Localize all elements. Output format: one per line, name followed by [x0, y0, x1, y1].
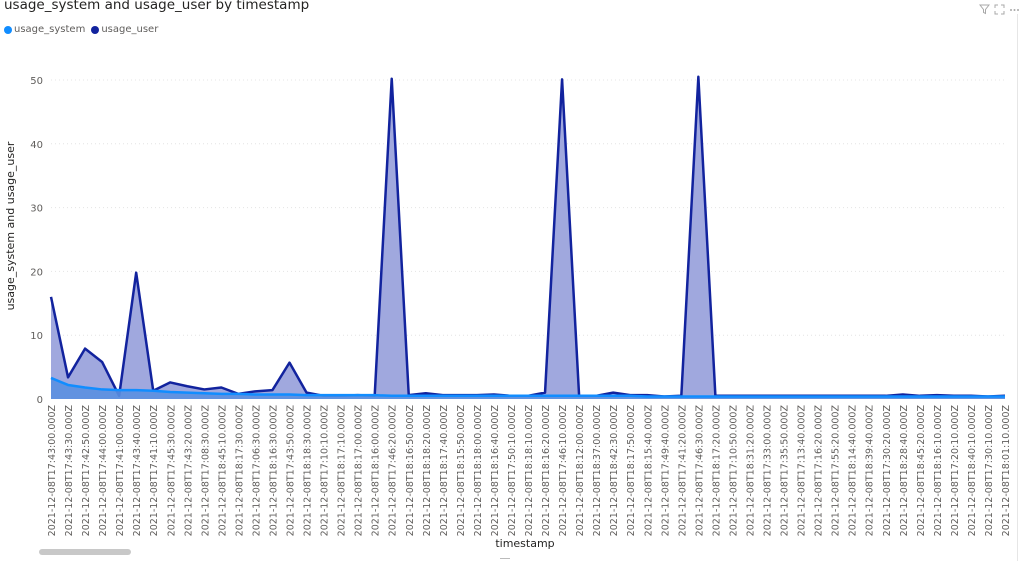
x-tick-label: 2021-12-08T17:43:30.000Z: [64, 405, 75, 537]
horizontal-scrollbar[interactable]: [39, 549, 131, 555]
y-tick-label: 20: [30, 267, 43, 278]
x-tick-label: 2021-12-08T17:43:40.000Z: [132, 405, 143, 537]
x-tick-label: 2021-12-08T17:06:30.000Z: [251, 405, 262, 537]
x-tick-label: 2021-12-08T18:40:10.000Z: [967, 405, 978, 537]
x-tick-label: 2021-12-08T18:45:10.000Z: [217, 405, 228, 537]
x-tick-label: 2021-12-08T18:16:20.000Z: [541, 405, 552, 537]
x-tick-label: 2021-12-08T18:16:30.000Z: [268, 405, 279, 537]
series-line-usage-user: [49, 75, 1006, 398]
filter-icon[interactable]: [978, 0, 991, 15]
x-tick-label: 2021-12-08T17:46:10.000Z: [558, 405, 569, 537]
more-options-icon[interactable]: [1009, 0, 1020, 11]
x-tick-label: 2021-12-08T18:42:30.000Z: [609, 405, 620, 537]
x-tick-label: 2021-12-08T17:13:40.000Z: [797, 405, 808, 537]
x-tick-label: 2021-12-08T17:50:10.000Z: [507, 405, 518, 537]
x-tick-label: 2021-12-08T18:17:40.000Z: [439, 405, 450, 537]
x-tick-label: 2021-12-08T18:12:00.000Z: [575, 405, 586, 537]
x-tick-label: 2021-12-08T18:15:50.000Z: [456, 405, 467, 537]
visual-header: [978, 0, 1020, 15]
x-tick-label: 2021-12-08T17:35:50.000Z: [780, 405, 791, 537]
x-tick-label: 2021-12-08T17:43:20.000Z: [183, 405, 194, 537]
x-tick-label: 2021-12-08T17:10:50.000Z: [728, 405, 739, 537]
x-tick-label: 2021-12-08T17:30:20.000Z: [882, 405, 893, 537]
x-tick-label: 2021-12-08T17:42:50.000Z: [81, 405, 92, 537]
scrollbar-track[interactable]: [37, 548, 1012, 555]
visual-border: [1017, 14, 1018, 561]
x-tick-label: 2021-12-08T17:20:10.000Z: [950, 405, 961, 537]
x-tick-label: 2021-12-08T18:18:00.000Z: [473, 405, 484, 537]
x-tick-label: 2021-12-08T18:17:00.000Z: [354, 405, 365, 537]
x-tick-label: 2021-12-08T17:43:50.000Z: [286, 405, 297, 537]
x-tick-label: 2021-12-08T18:39:40.000Z: [865, 405, 876, 537]
y-tick-label: 30: [30, 204, 43, 215]
x-tick-label: 2021-12-08T17:41:20.000Z: [677, 405, 688, 537]
x-tick-label: 2021-12-08T17:16:20.000Z: [814, 405, 825, 537]
focus-mode-icon[interactable]: [994, 0, 1005, 15]
x-tick-label: 2021-12-08T18:18:10.000Z: [524, 405, 535, 537]
resize-handle[interactable]: [500, 558, 510, 563]
x-tick-label: 2021-12-08T17:30:10.000Z: [984, 405, 995, 537]
x-tick-label: 2021-12-08T18:31:20.000Z: [745, 405, 756, 537]
x-tick-label: 2021-12-08T17:49:40.000Z: [660, 405, 671, 537]
y-tick-label: 10: [30, 331, 43, 342]
x-tick-label: 2021-12-08T18:45:20.000Z: [916, 405, 927, 537]
x-tick-label: 2021-12-08T17:10:10.000Z: [320, 405, 331, 537]
x-tick-label: 2021-12-08T17:41:00.000Z: [115, 405, 126, 537]
chart-title: usage_system and usage_user by timestamp: [4, 0, 310, 13]
x-tick-label: 2021-12-08T17:43:00.000Z: [47, 405, 58, 537]
x-tick-label: 2021-12-08T18:28:40.000Z: [899, 405, 910, 537]
x-tick-label: 2021-12-08T18:17:50.000Z: [626, 405, 637, 537]
x-tick-label: 2021-12-08T17:45:30.000Z: [166, 405, 177, 537]
x-tick-label: 2021-12-08T18:18:20.000Z: [422, 405, 433, 537]
legend-item-usage-user[interactable]: usage_user: [91, 24, 158, 35]
legend-label: usage_user: [101, 24, 159, 35]
x-tick-label: 2021-12-08T18:18:30.000Z: [303, 405, 314, 537]
x-tick-label: 2021-12-08T18:16:40.000Z: [490, 405, 501, 537]
x-tick-label: 2021-12-08T18:17:20.000Z: [711, 405, 722, 537]
x-tick-label: 2021-12-08T17:44:00.000Z: [98, 405, 109, 537]
series-area-usage-user: [51, 76, 1005, 399]
x-tick-label: 2021-12-08T18:01:10.000Z: [1001, 405, 1012, 537]
y-axis-title: usage_system and usage_user: [4, 141, 17, 310]
x-tick-label: 2021-12-08T17:55:20.000Z: [831, 405, 842, 537]
x-tick-label: 2021-12-08T17:46:20.000Z: [388, 405, 399, 537]
x-tick-label: 2021-12-08T17:08:30.000Z: [200, 405, 211, 537]
legend-label: usage_system: [14, 24, 86, 35]
x-tick-label: 2021-12-08T18:14:40.000Z: [848, 405, 859, 537]
x-tick-label: 2021-12-08T18:17:10.000Z: [337, 405, 348, 537]
legend-marker: [91, 25, 100, 34]
y-tick-label: 50: [30, 76, 43, 87]
x-tick-label: 2021-12-08T18:17:30.000Z: [234, 405, 245, 537]
x-tick-label: 2021-12-08T17:46:30.000Z: [694, 405, 705, 537]
legend-marker: [4, 25, 12, 34]
x-axis-title: timestamp: [495, 537, 554, 550]
y-tick-label: 0: [37, 395, 43, 406]
x-tick-label: 2021-12-08T17:33:00.000Z: [763, 405, 774, 537]
x-tick-label: 2021-12-08T18:15:40.000Z: [643, 405, 654, 537]
legend-item-usage-system[interactable]: usage_system: [4, 24, 85, 35]
legend: usage_system usage_user: [4, 24, 164, 35]
x-tick-label: 2021-12-08T17:41:10.000Z: [149, 405, 160, 537]
series-line-usage-system: [50, 376, 1005, 398]
x-tick-label: 2021-12-08T18:16:50.000Z: [405, 405, 416, 537]
x-tick-label: 2021-12-08T18:16:10.000Z: [933, 405, 944, 537]
x-tick-label: 2021-12-08T18:16:00.000Z: [371, 405, 382, 537]
x-tick-label: 2021-12-08T18:37:00.000Z: [592, 405, 603, 537]
y-tick-label: 40: [30, 140, 43, 151]
